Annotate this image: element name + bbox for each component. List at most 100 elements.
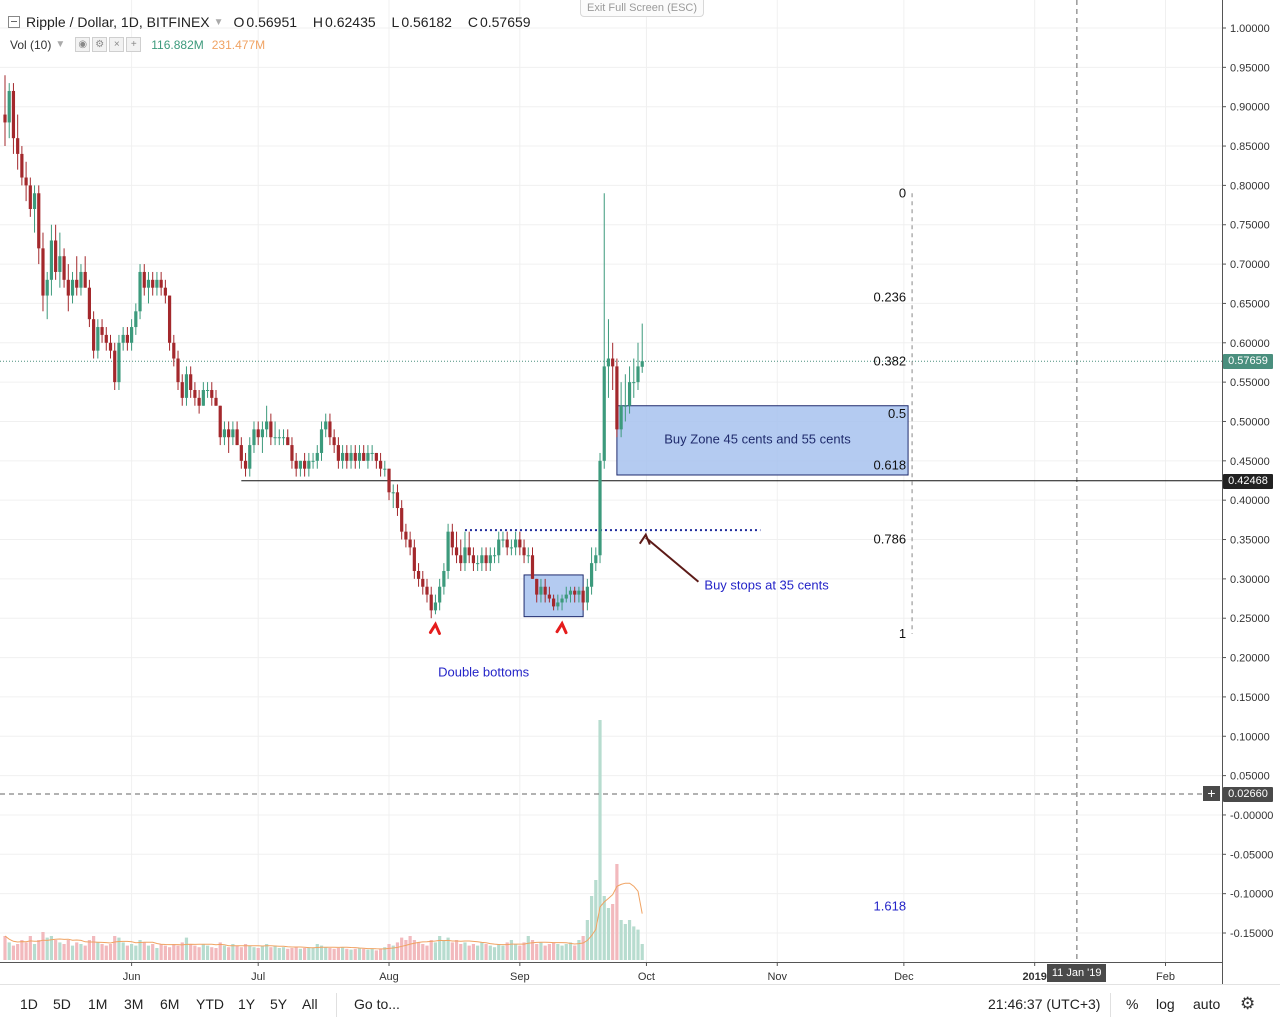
- candle-body: [602, 366, 606, 461]
- volume-bar: [471, 944, 476, 960]
- range-ytd[interactable]: YTD: [196, 996, 224, 1012]
- volume-bar: [11, 945, 16, 960]
- candle-body: [484, 555, 488, 564]
- y-tick-label: 0.30000: [1230, 574, 1270, 586]
- candle-body: [568, 590, 573, 595]
- volume-bar: [277, 948, 281, 960]
- candle-body: [349, 452, 353, 461]
- y-tick-label: 1.00000: [1230, 23, 1270, 35]
- candle-body: [87, 287, 91, 320]
- volume-bar: [476, 945, 480, 960]
- close-value: 0.57659: [479, 14, 531, 30]
- horizontal-line-price-badge: 0.42468: [1223, 473, 1273, 489]
- candle-body: [11, 90, 16, 139]
- y-tick-label: 0.10000: [1230, 731, 1270, 743]
- volume-bar: [87, 940, 91, 960]
- volume-bar: [416, 942, 421, 960]
- candle-body: [450, 531, 454, 548]
- volume-bar: [189, 944, 193, 960]
- percent-toggle[interactable]: %: [1126, 996, 1139, 1012]
- eye-icon[interactable]: ◉: [75, 37, 91, 52]
- candle-body: [345, 452, 349, 461]
- range-1m[interactable]: 1M: [88, 996, 108, 1012]
- volume-bar: [205, 945, 210, 960]
- volume-bar: [362, 948, 366, 960]
- exit-fullscreen-button[interactable]: Exit Full Screen (ESC): [580, 0, 705, 17]
- candle-body: [387, 468, 391, 493]
- fib-level-label: 0.618: [874, 458, 907, 473]
- volume-bar: [509, 940, 513, 960]
- more-icon[interactable]: +: [126, 37, 142, 52]
- candle-body: [138, 271, 142, 312]
- close-icon[interactable]: ×: [109, 37, 125, 52]
- chevron-down-icon[interactable]: ▼: [213, 16, 224, 28]
- candle-body: [442, 571, 446, 587]
- volume-bar: [577, 940, 581, 960]
- volume-bar: [218, 942, 222, 960]
- x-tick-label: Oct: [638, 971, 655, 983]
- goto-button[interactable]: Go to...: [354, 996, 400, 1012]
- candle-body: [54, 240, 58, 272]
- volume-bar: [492, 947, 497, 960]
- gear-icon[interactable]: ⚙: [1240, 994, 1256, 1013]
- candle-body: [290, 445, 294, 461]
- y-tick-label: 0.40000: [1230, 495, 1270, 507]
- volume-bar: [446, 937, 450, 960]
- volume-bar: [573, 945, 577, 960]
- fib-level-label: 0.236: [874, 289, 907, 304]
- y-tick-label: 0.80000: [1230, 180, 1270, 192]
- volume-bar: [602, 896, 606, 960]
- candle-body: [341, 452, 345, 461]
- candle-body: [577, 590, 581, 595]
- add-alert-icon[interactable]: +: [1203, 786, 1220, 801]
- candle-body: [526, 555, 530, 557]
- volume-bar: [214, 948, 218, 960]
- volume-bar: [20, 940, 24, 960]
- volume-bar: [49, 936, 54, 960]
- volume-bar: [252, 947, 256, 960]
- candle-body: [134, 311, 138, 328]
- candle-body: [248, 445, 252, 469]
- volume-bar: [383, 947, 387, 960]
- y-tick-label: -0.10000: [1230, 889, 1273, 901]
- range-1d[interactable]: 1D: [20, 996, 38, 1012]
- volume-bar: [438, 936, 442, 960]
- volume-bar: [172, 944, 176, 960]
- candle-body: [184, 374, 189, 398]
- volume-indicator-label[interactable]: Vol (10): [10, 37, 52, 52]
- range-6m[interactable]: 6M: [160, 996, 180, 1012]
- chevron-down-icon[interactable]: ▼: [55, 39, 66, 50]
- range-5d[interactable]: 5D: [53, 996, 71, 1012]
- double-bottom-arrow-icon: [555, 620, 568, 635]
- range-all[interactable]: All: [302, 996, 318, 1012]
- auto-toggle[interactable]: auto: [1193, 996, 1221, 1012]
- volume-bar: [336, 948, 340, 960]
- candle-body: [176, 358, 180, 383]
- price-chart[interactable]: 1.00000 0.95000 0.90000 0.85000 0.80000 0.750…: [0, 0, 1280, 984]
- candle-body: [24, 177, 28, 186]
- settings-icon[interactable]: ⚙: [92, 37, 108, 52]
- buy-zone-box: [616, 405, 909, 476]
- symbol-title[interactable]: Ripple / Dollar, 1D, BITFINEX: [26, 14, 210, 30]
- candle-body: [205, 390, 210, 391]
- x-tick-label: Aug: [379, 971, 399, 983]
- collapse-icon[interactable]: [8, 16, 20, 28]
- clock-timezone[interactable]: 21:46:37 (UTC+3): [988, 996, 1101, 1012]
- y-tick-label: 0.25000: [1230, 613, 1270, 625]
- candle-body: [16, 138, 20, 154]
- volume-bar: [222, 945, 227, 960]
- log-toggle[interactable]: log: [1156, 996, 1175, 1012]
- x-tick-label: Feb: [1156, 971, 1175, 983]
- candle-body: [130, 327, 134, 343]
- range-5y[interactable]: 5Y: [270, 996, 288, 1012]
- volume-bar: [92, 936, 96, 960]
- volume-bar: [552, 942, 556, 960]
- volume-bar: [497, 944, 501, 960]
- volume-bar: [353, 948, 357, 960]
- candle-body: [37, 193, 41, 249]
- volume-bar: [387, 944, 391, 960]
- range-3m[interactable]: 3M: [124, 996, 144, 1012]
- volume-bar: [547, 944, 551, 960]
- range-1y[interactable]: 1Y: [238, 996, 256, 1012]
- annotation-arrow-head: [638, 532, 651, 546]
